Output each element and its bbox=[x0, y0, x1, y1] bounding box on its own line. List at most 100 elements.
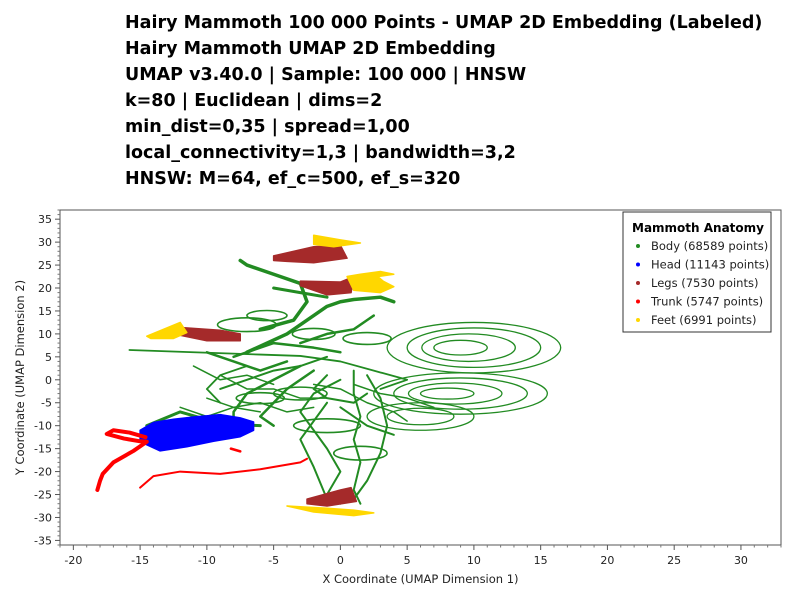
series-3-mark-2 bbox=[229, 447, 242, 453]
y-tick-label: 35 bbox=[38, 213, 52, 226]
series-0-mark-3 bbox=[299, 314, 376, 345]
chart-subtitle-5: local_connectivity=1,3 | bandwidth=3,2 bbox=[125, 143, 516, 163]
legend: Mammoth Anatomy Body (68589 points) Head (… bbox=[622, 211, 772, 333]
series-0-mark-4 bbox=[232, 341, 342, 359]
series-0 bbox=[128, 258, 562, 505]
legend-box bbox=[622, 211, 772, 333]
y-tick-label: -10 bbox=[34, 420, 52, 433]
series-0-mark-7 bbox=[299, 378, 342, 505]
chart-subtitle-1: Hairy Mammoth UMAP 2D Embedding bbox=[125, 39, 496, 59]
x-tick-label: 5 bbox=[404, 554, 411, 567]
axes: -20 -15 -10 -5 0 5 10 15 20 25 30 -35 -30 -25 -20 -15 -1… bbox=[34, 209, 782, 567]
series-0-mark-39 bbox=[291, 327, 336, 341]
series-0-mark-14 bbox=[206, 397, 315, 413]
series-4 bbox=[146, 234, 395, 517]
series-0-mark-20 bbox=[205, 365, 248, 404]
series-0-mark-17 bbox=[312, 383, 408, 422]
series-0-mark-38 bbox=[235, 391, 286, 405]
y-tick-label: -15 bbox=[34, 443, 52, 456]
plot-area bbox=[95, 234, 562, 517]
y-axis-label: Y Coordinate (UMAP Dimension 2) bbox=[13, 280, 27, 476]
legend-marker bbox=[636, 262, 640, 267]
legend-entry-label: Trunk (5747 points) bbox=[650, 295, 763, 309]
x-tick-label: -20 bbox=[64, 554, 82, 567]
series-0-mark-21 bbox=[272, 286, 329, 299]
series-0-mark-6 bbox=[232, 364, 302, 427]
series-0-mark-1 bbox=[245, 295, 396, 355]
y-tick-label: 0 bbox=[45, 374, 52, 387]
y-tick-label: -25 bbox=[34, 489, 52, 502]
series-2-mark-0 bbox=[272, 244, 348, 264]
series-0-mark-22 bbox=[205, 351, 289, 372]
title-block: Hairy Mammoth 100 000 Points - UMAP 2D E… bbox=[125, 10, 762, 192]
x-tick-label: -5 bbox=[268, 554, 279, 567]
series-0-mark-24 bbox=[386, 321, 562, 374]
series-0-mark-10 bbox=[299, 401, 329, 501]
x-tick-label: -10 bbox=[198, 554, 216, 567]
series-0-mark-36 bbox=[342, 331, 392, 346]
chart-subtitle-3: k=80 | Euclidean | dims=2 bbox=[125, 91, 383, 111]
x-tick-label: 30 bbox=[734, 554, 748, 567]
y-tick-label: -5 bbox=[41, 397, 52, 410]
legend-marker bbox=[636, 318, 640, 322]
series-0-mark-35 bbox=[246, 309, 288, 322]
series-0-mark-23 bbox=[312, 374, 369, 404]
legend-entry-label: Body (68589 points) bbox=[651, 239, 768, 253]
chart-subtitle-2: UMAP v3.40.0 | Sample: 100 000 | HNSW bbox=[125, 65, 527, 85]
series-2-mark-1 bbox=[299, 275, 355, 296]
y-tick-label: 15 bbox=[38, 305, 52, 318]
y-tick-label: 30 bbox=[38, 236, 52, 249]
series-1-mark-0 bbox=[139, 413, 255, 452]
x-tick-label: 10 bbox=[467, 554, 481, 567]
x-tick-label: -15 bbox=[131, 554, 149, 567]
chart-subtitle-6: HNSW: M=64, ef_c=500, ef_s=320 bbox=[125, 169, 461, 189]
legend-marker bbox=[636, 281, 640, 285]
y-tick-label: 10 bbox=[38, 328, 52, 341]
legend-title: Mammoth Anatomy bbox=[632, 221, 764, 235]
legend-marker bbox=[636, 244, 640, 248]
series-0-mark-8 bbox=[352, 369, 362, 505]
series-4-mark-0 bbox=[312, 234, 362, 248]
x-tick-label: 15 bbox=[534, 554, 548, 567]
series-0-mark-9 bbox=[352, 374, 389, 501]
x-tick-label: 0 bbox=[337, 554, 344, 567]
legend-entry-label: Feet (6991 points) bbox=[651, 313, 757, 327]
series-0-mark-34 bbox=[216, 317, 278, 333]
series-0-mark-28 bbox=[373, 372, 548, 415]
series-0-mark-29 bbox=[393, 377, 528, 410]
series-2-mark-3 bbox=[306, 486, 358, 507]
x-axis-label: X Coordinate (UMAP Dimension 1) bbox=[322, 572, 518, 586]
legend-marker bbox=[636, 299, 640, 304]
series-0-mark-13 bbox=[219, 374, 328, 399]
series-0-mark-15 bbox=[179, 406, 262, 418]
series-1 bbox=[139, 413, 255, 452]
series-0-mark-40 bbox=[292, 418, 362, 434]
legend-entry-label: Head (11143 points) bbox=[651, 258, 769, 272]
series-0-mark-11 bbox=[339, 406, 395, 436]
series-0-mark-16 bbox=[192, 365, 275, 386]
chart-subtitle-4: min_dist=0,35 | spread=1,00 bbox=[125, 117, 410, 137]
series-4-mark-2 bbox=[146, 321, 188, 340]
series-0-mark-31 bbox=[419, 387, 475, 400]
series-0-mark-41 bbox=[332, 445, 388, 461]
chart-title: Hairy Mammoth 100 000 Points - UMAP 2D E… bbox=[125, 13, 763, 33]
series-0-mark-33 bbox=[386, 407, 455, 426]
series-3 bbox=[95, 428, 309, 492]
series-0-mark-30 bbox=[407, 382, 503, 405]
y-tick-label: 25 bbox=[38, 259, 52, 272]
series-2 bbox=[172, 244, 358, 507]
y-tick-label: 20 bbox=[38, 282, 52, 295]
y-tick-label: -35 bbox=[34, 534, 52, 547]
series-0-mark-25 bbox=[406, 327, 542, 369]
series-0-mark-27 bbox=[433, 339, 488, 356]
y-tick-label: -20 bbox=[34, 466, 52, 479]
x-tick-label: 25 bbox=[667, 554, 681, 567]
series-3-mark-1 bbox=[139, 457, 309, 489]
x-tick-label: 20 bbox=[600, 554, 614, 567]
series-3-mark-0 bbox=[95, 428, 149, 492]
series-4-mark-1 bbox=[346, 270, 395, 294]
series-0-mark-26 bbox=[421, 333, 516, 363]
y-tick-label: -30 bbox=[34, 511, 52, 524]
series-0-mark-19 bbox=[219, 355, 329, 390]
